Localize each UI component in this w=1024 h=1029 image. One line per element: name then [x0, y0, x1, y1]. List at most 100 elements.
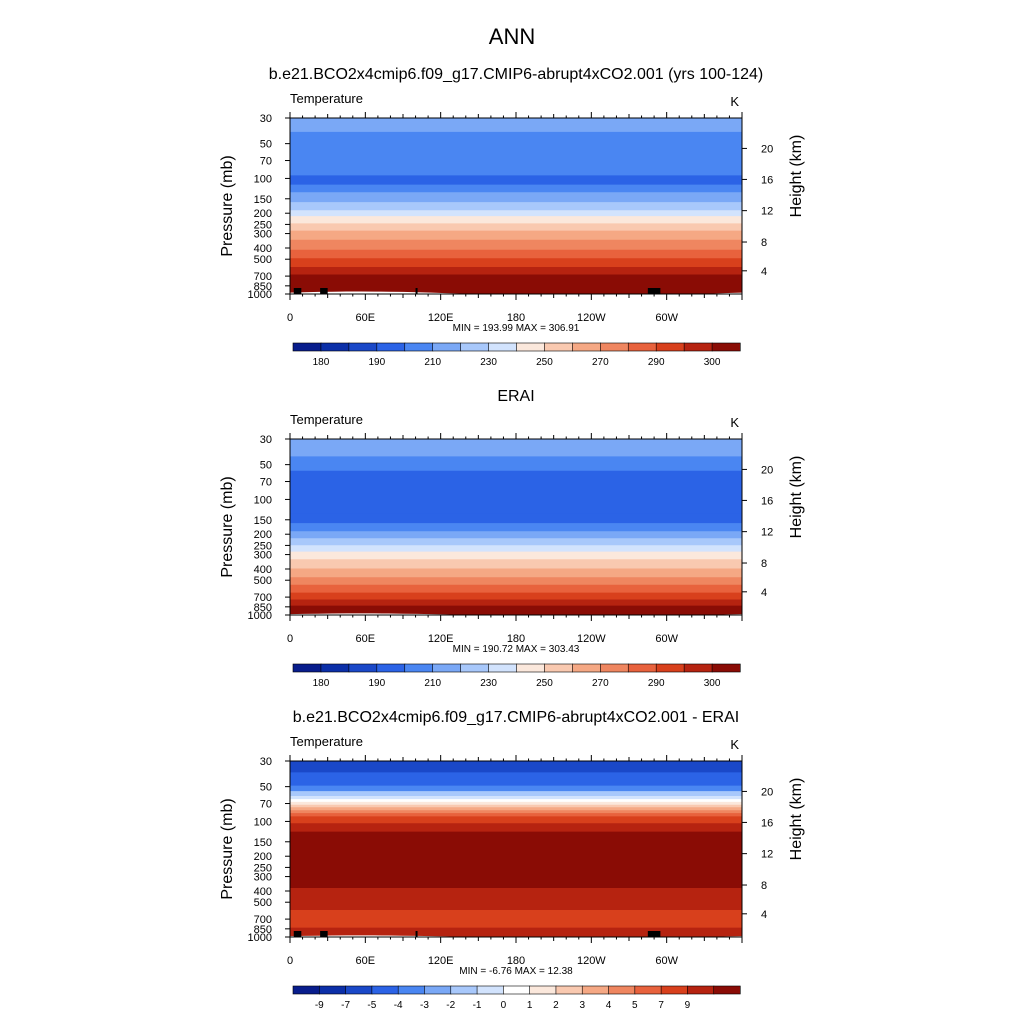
colorbar-label: 230 — [480, 357, 497, 368]
height-tick-label: 8 — [761, 558, 767, 570]
colorbar-swatch — [572, 663, 601, 673]
colorbar-label: -3 — [420, 1000, 429, 1011]
colorbar-swatch — [711, 663, 741, 673]
colorbar-label: 290 — [648, 678, 665, 689]
y-tick-label: 100 — [254, 494, 272, 506]
terrain-block — [293, 931, 302, 937]
colorbar-label: -5 — [367, 1000, 376, 1011]
height-tick-label: 8 — [761, 237, 767, 249]
height-tick-label: 16 — [761, 174, 773, 186]
terrain-block — [647, 931, 661, 937]
x-tick-label: 60E — [356, 312, 376, 324]
colorbar-swatch — [348, 342, 378, 352]
x-tick-label: 60E — [356, 955, 376, 967]
colorbar-label: 230 — [480, 678, 497, 689]
contour-band — [290, 831, 742, 894]
colorbar-swatch — [371, 985, 399, 995]
colorbar-label: 270 — [592, 357, 609, 368]
x-tick-label: 120E — [428, 955, 454, 967]
terrain-block — [415, 288, 418, 294]
colorbar-label: 250 — [536, 678, 553, 689]
colorbar-label: 210 — [424, 678, 441, 689]
y-tick-label: 400 — [254, 243, 272, 255]
height-tick-label: 8 — [761, 880, 767, 892]
colorbar-label: 4 — [606, 1000, 612, 1011]
y-axis-label: Pressure (mb) — [219, 798, 236, 899]
colorbar-label: 5 — [632, 1000, 638, 1011]
x-tick-label: 0 — [287, 955, 293, 967]
x-tick-label: 0 — [287, 312, 293, 324]
y-tick-label: 250 — [254, 540, 272, 552]
y-tick-label: 1000 — [248, 610, 272, 622]
y-tick-label: 850 — [254, 281, 272, 293]
y-tick-label: 850 — [254, 924, 272, 936]
y-tick-label: 70 — [260, 156, 272, 168]
min-max-stats: MIN = -6.76 MAX = 12.38 — [459, 966, 573, 977]
colorbar-label: 3 — [579, 1000, 585, 1011]
colorbar-swatch — [581, 985, 610, 995]
colorbar: 180 190 210 230 250 270 290 300 — [292, 663, 741, 689]
y-tick-label: 50 — [260, 460, 272, 472]
colorbar-swatch — [488, 663, 518, 673]
colorbar-label: 270 — [592, 678, 609, 689]
colorbar-swatch — [345, 985, 373, 995]
y-tick-label: 200 — [254, 529, 272, 541]
x-tick-label: 120E — [428, 633, 454, 645]
y-tick-label: 150 — [254, 515, 272, 527]
panel-2: ERAI Temperature K 0 60E 120E 180 120W 60W 30 50 70… — [219, 388, 805, 689]
y-axis-label: Pressure (mb) — [219, 155, 236, 256]
terrain-block — [320, 931, 328, 937]
contour-band — [290, 131, 742, 181]
colorbar-swatch — [320, 342, 350, 352]
colorbar-swatch — [600, 663, 629, 673]
colorbar-label: 210 — [424, 357, 441, 368]
y-tick-label: 150 — [254, 837, 272, 849]
colorbar-swatch — [488, 342, 518, 352]
colorbar-label: -9 — [315, 1000, 324, 1011]
variable-label: Temperature — [290, 734, 363, 749]
y-tick-label: 850 — [254, 602, 272, 614]
colorbar: 180 190 210 230 250 270 290 300 — [292, 342, 741, 368]
colorbar-label: -1 — [473, 1000, 482, 1011]
colorbar-label: 9 — [685, 1000, 691, 1011]
colorbar-swatch — [424, 985, 452, 995]
contour-band — [290, 605, 742, 615]
x-tick-label: 180 — [507, 633, 525, 645]
colorbar-label: 250 — [536, 357, 553, 368]
contour-band — [290, 910, 742, 934]
contour-field — [290, 118, 742, 294]
x-tick-label: 60E — [356, 633, 376, 645]
y-tick-label: 100 — [254, 173, 272, 185]
min-max-stats: MIN = 190.72 MAX = 303.43 — [453, 644, 580, 655]
height-tick-label: 20 — [761, 143, 773, 155]
colorbar-swatch — [404, 663, 434, 673]
colorbar-swatch — [660, 985, 689, 995]
height-tick-label: 20 — [761, 786, 773, 798]
y-tick-label: 500 — [254, 575, 272, 587]
colorbar-swatch — [516, 342, 546, 352]
colorbar-swatch — [683, 663, 713, 673]
colorbar-swatch — [529, 985, 557, 995]
panel-title: b.e21.BCO2x4cmip6.f09_g17.CMIP6-abrupt4x… — [293, 709, 739, 726]
y-tick-label: 300 — [254, 229, 272, 241]
colorbar-label: 180 — [313, 678, 330, 689]
colorbar-label: 0 — [501, 1000, 507, 1011]
y-tick-label: 250 — [254, 862, 272, 874]
colorbar-swatch — [572, 342, 601, 352]
height-tick-label: 12 — [761, 849, 773, 861]
y-tick-label: 250 — [254, 219, 272, 231]
colorbar-label: 180 — [313, 357, 330, 368]
colorbar-label: -4 — [394, 1000, 403, 1011]
colorbar-swatch — [460, 663, 490, 673]
colorbar-swatch — [544, 663, 573, 673]
colorbar-swatch — [544, 342, 573, 352]
x-tick-label: 180 — [507, 955, 525, 967]
height-axis-label: Height (km) — [788, 778, 805, 861]
y-tick-label: 500 — [254, 897, 272, 909]
y-tick-label: 1000 — [248, 289, 272, 301]
variable-label: Temperature — [290, 412, 363, 427]
panel-1: b.e21.BCO2x4cmip6.f09_g17.CMIP6-abrupt4x… — [219, 66, 805, 368]
colorbar-swatch — [348, 663, 378, 673]
terrain-block — [647, 288, 661, 294]
